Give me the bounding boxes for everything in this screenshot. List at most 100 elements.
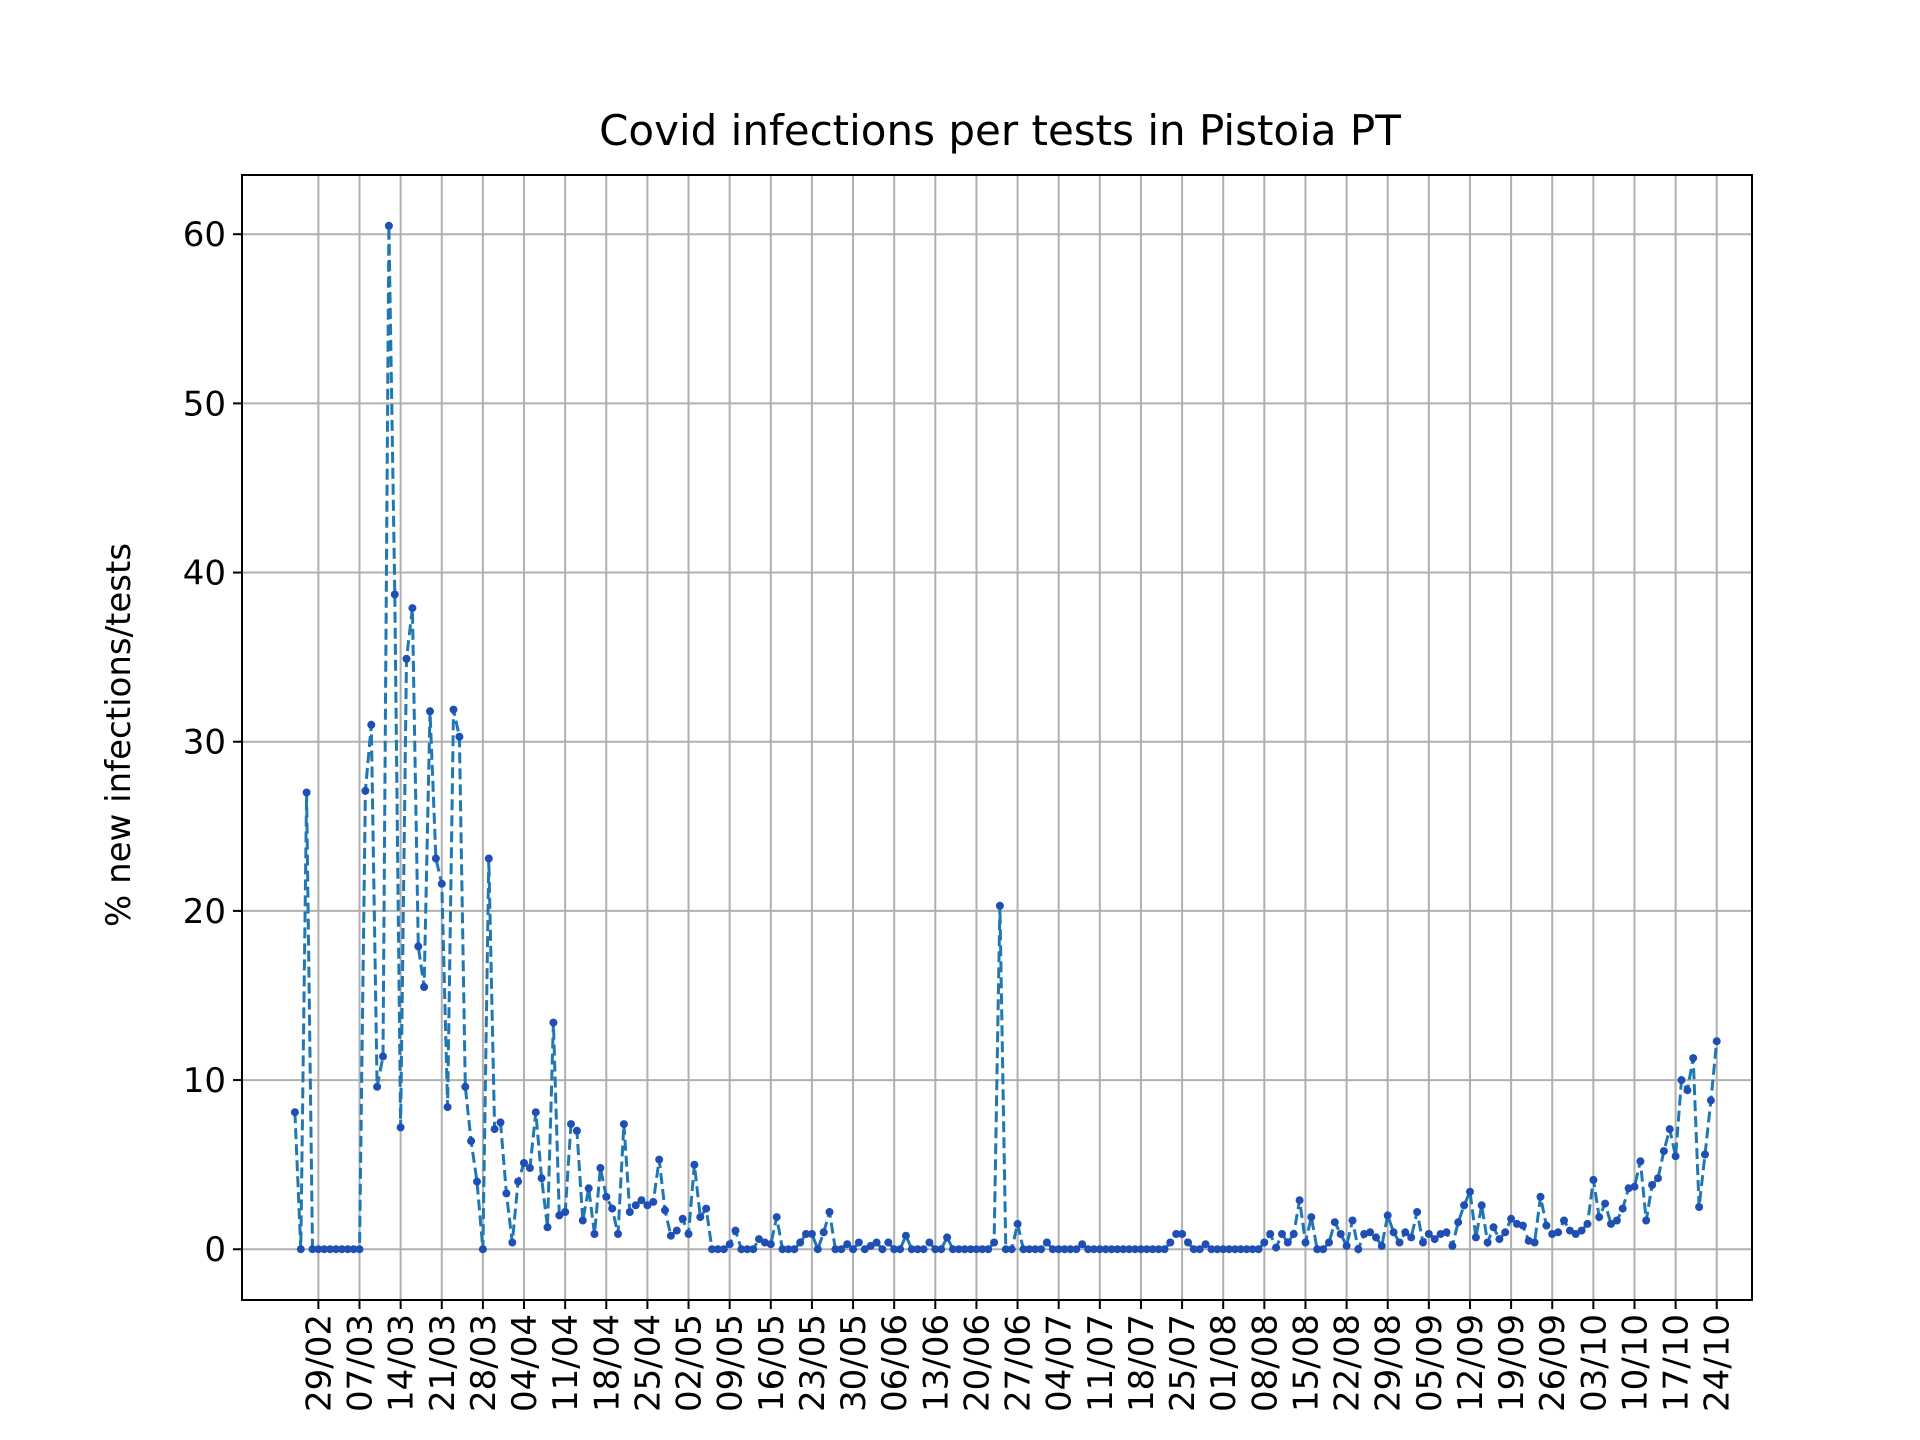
- x-tick-label: 02/05: [670, 1314, 710, 1412]
- data-point: [379, 1052, 387, 1061]
- data-point: [514, 1177, 523, 1186]
- y-tick-label: 10: [183, 1061, 226, 1101]
- data-point: [872, 1238, 881, 1247]
- data-point: [414, 942, 423, 951]
- data-point: [490, 1125, 499, 1134]
- data-point: [796, 1238, 805, 1247]
- x-tick-label: 01/08: [1204, 1314, 1244, 1412]
- data-point: [390, 590, 399, 599]
- data-point: [984, 1245, 993, 1254]
- data-point: [1160, 1245, 1169, 1254]
- data-point: [396, 1123, 405, 1132]
- data-point: [1172, 1230, 1181, 1238]
- data-point: [1154, 1245, 1163, 1254]
- data-point: [1636, 1157, 1645, 1166]
- data-point: [343, 1245, 352, 1254]
- data-point: [931, 1245, 940, 1254]
- data-point: [361, 786, 370, 795]
- data-point: [1454, 1218, 1463, 1227]
- data-point: [643, 1201, 652, 1210]
- x-tick-label: 04/07: [1040, 1314, 1080, 1412]
- chart-title: Covid infections per tests in Pistoia PT: [599, 106, 1401, 155]
- data-point: [1665, 1125, 1674, 1134]
- data-point: [937, 1245, 946, 1254]
- data-point: [1442, 1228, 1451, 1237]
- data-point: [408, 604, 417, 613]
- data-point: [990, 1238, 999, 1247]
- y-tick-label: 40: [183, 554, 226, 594]
- data-point: [837, 1245, 846, 1254]
- data-point: [1460, 1201, 1469, 1210]
- data-point: [1618, 1204, 1627, 1213]
- data-point: [1013, 1219, 1022, 1228]
- data-point: [772, 1213, 781, 1222]
- data-point: [890, 1245, 899, 1254]
- data-point: [1424, 1230, 1433, 1238]
- data-point: [578, 1216, 587, 1225]
- data-point: [1565, 1226, 1574, 1235]
- data-point: [901, 1231, 910, 1240]
- data-point: [1330, 1218, 1339, 1227]
- x-tick-label: 04/04: [505, 1314, 545, 1412]
- data-point: [1260, 1238, 1269, 1247]
- x-tick-label: 03/10: [1574, 1314, 1614, 1412]
- data-point: [972, 1245, 981, 1254]
- data-point: [784, 1245, 793, 1254]
- data-point: [1648, 1181, 1657, 1189]
- data-point: [1178, 1230, 1187, 1238]
- data-point: [1701, 1150, 1709, 1159]
- data-point: [520, 1159, 528, 1167]
- data-point: [437, 879, 446, 888]
- data-point: [1560, 1216, 1568, 1225]
- x-tick-label: 29/08: [1369, 1314, 1409, 1412]
- data-point: [1554, 1228, 1563, 1237]
- data-point: [1583, 1219, 1592, 1228]
- data-point: [1072, 1245, 1081, 1254]
- series-layer: [290, 221, 1721, 1255]
- x-tick-label: 11/04: [546, 1314, 586, 1412]
- x-tick-label: 27/06: [999, 1314, 1039, 1412]
- data-point: [1295, 1196, 1304, 1205]
- data-point: [561, 1208, 570, 1216]
- data-point: [1166, 1238, 1175, 1247]
- y-tick-label: 20: [183, 892, 226, 932]
- data-point: [355, 1245, 364, 1254]
- data-point: [349, 1245, 358, 1254]
- data-point: [1107, 1245, 1116, 1254]
- data-point: [960, 1245, 969, 1254]
- data-point: [572, 1126, 581, 1135]
- x-tick-label: 08/08: [1245, 1314, 1285, 1412]
- data-point: [1242, 1245, 1251, 1254]
- data-point: [954, 1245, 963, 1254]
- data-point: [743, 1245, 752, 1254]
- data-point: [807, 1230, 816, 1238]
- data-point: [1477, 1201, 1486, 1210]
- data-point: [649, 1197, 658, 1206]
- data-point: [790, 1245, 799, 1254]
- data-point: [766, 1240, 775, 1249]
- data-point: [443, 1103, 452, 1112]
- data-point: [725, 1240, 734, 1249]
- data-point: [549, 1018, 558, 1027]
- data-point: [1483, 1238, 1492, 1247]
- data-point: [1577, 1226, 1586, 1235]
- x-tick-label: 15/08: [1286, 1314, 1326, 1412]
- grid: [242, 175, 1752, 1300]
- data-point: [1336, 1230, 1345, 1238]
- data-point: [713, 1245, 722, 1254]
- data-point: [473, 1177, 481, 1186]
- x-tick-label: 25/04: [628, 1314, 668, 1412]
- data-point: [543, 1223, 552, 1232]
- data-point: [1372, 1233, 1380, 1242]
- data-point: [1495, 1235, 1504, 1244]
- y-tick-label: 60: [183, 215, 226, 255]
- data-point: [813, 1245, 822, 1254]
- data-point: [678, 1214, 687, 1223]
- data-point: [1589, 1175, 1598, 1184]
- data-point: [637, 1196, 646, 1205]
- data-point: [1025, 1245, 1034, 1254]
- x-tick-label: 06/06: [875, 1314, 915, 1412]
- data-point: [1213, 1245, 1222, 1254]
- data-point: [314, 1245, 323, 1254]
